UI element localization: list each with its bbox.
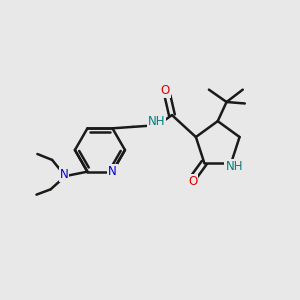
- Text: NH: NH: [148, 115, 165, 128]
- Text: NH: NH: [225, 160, 243, 173]
- Text: N: N: [108, 165, 117, 178]
- Text: N: N: [59, 168, 68, 181]
- Text: O: O: [160, 84, 170, 97]
- Text: O: O: [188, 175, 197, 188]
